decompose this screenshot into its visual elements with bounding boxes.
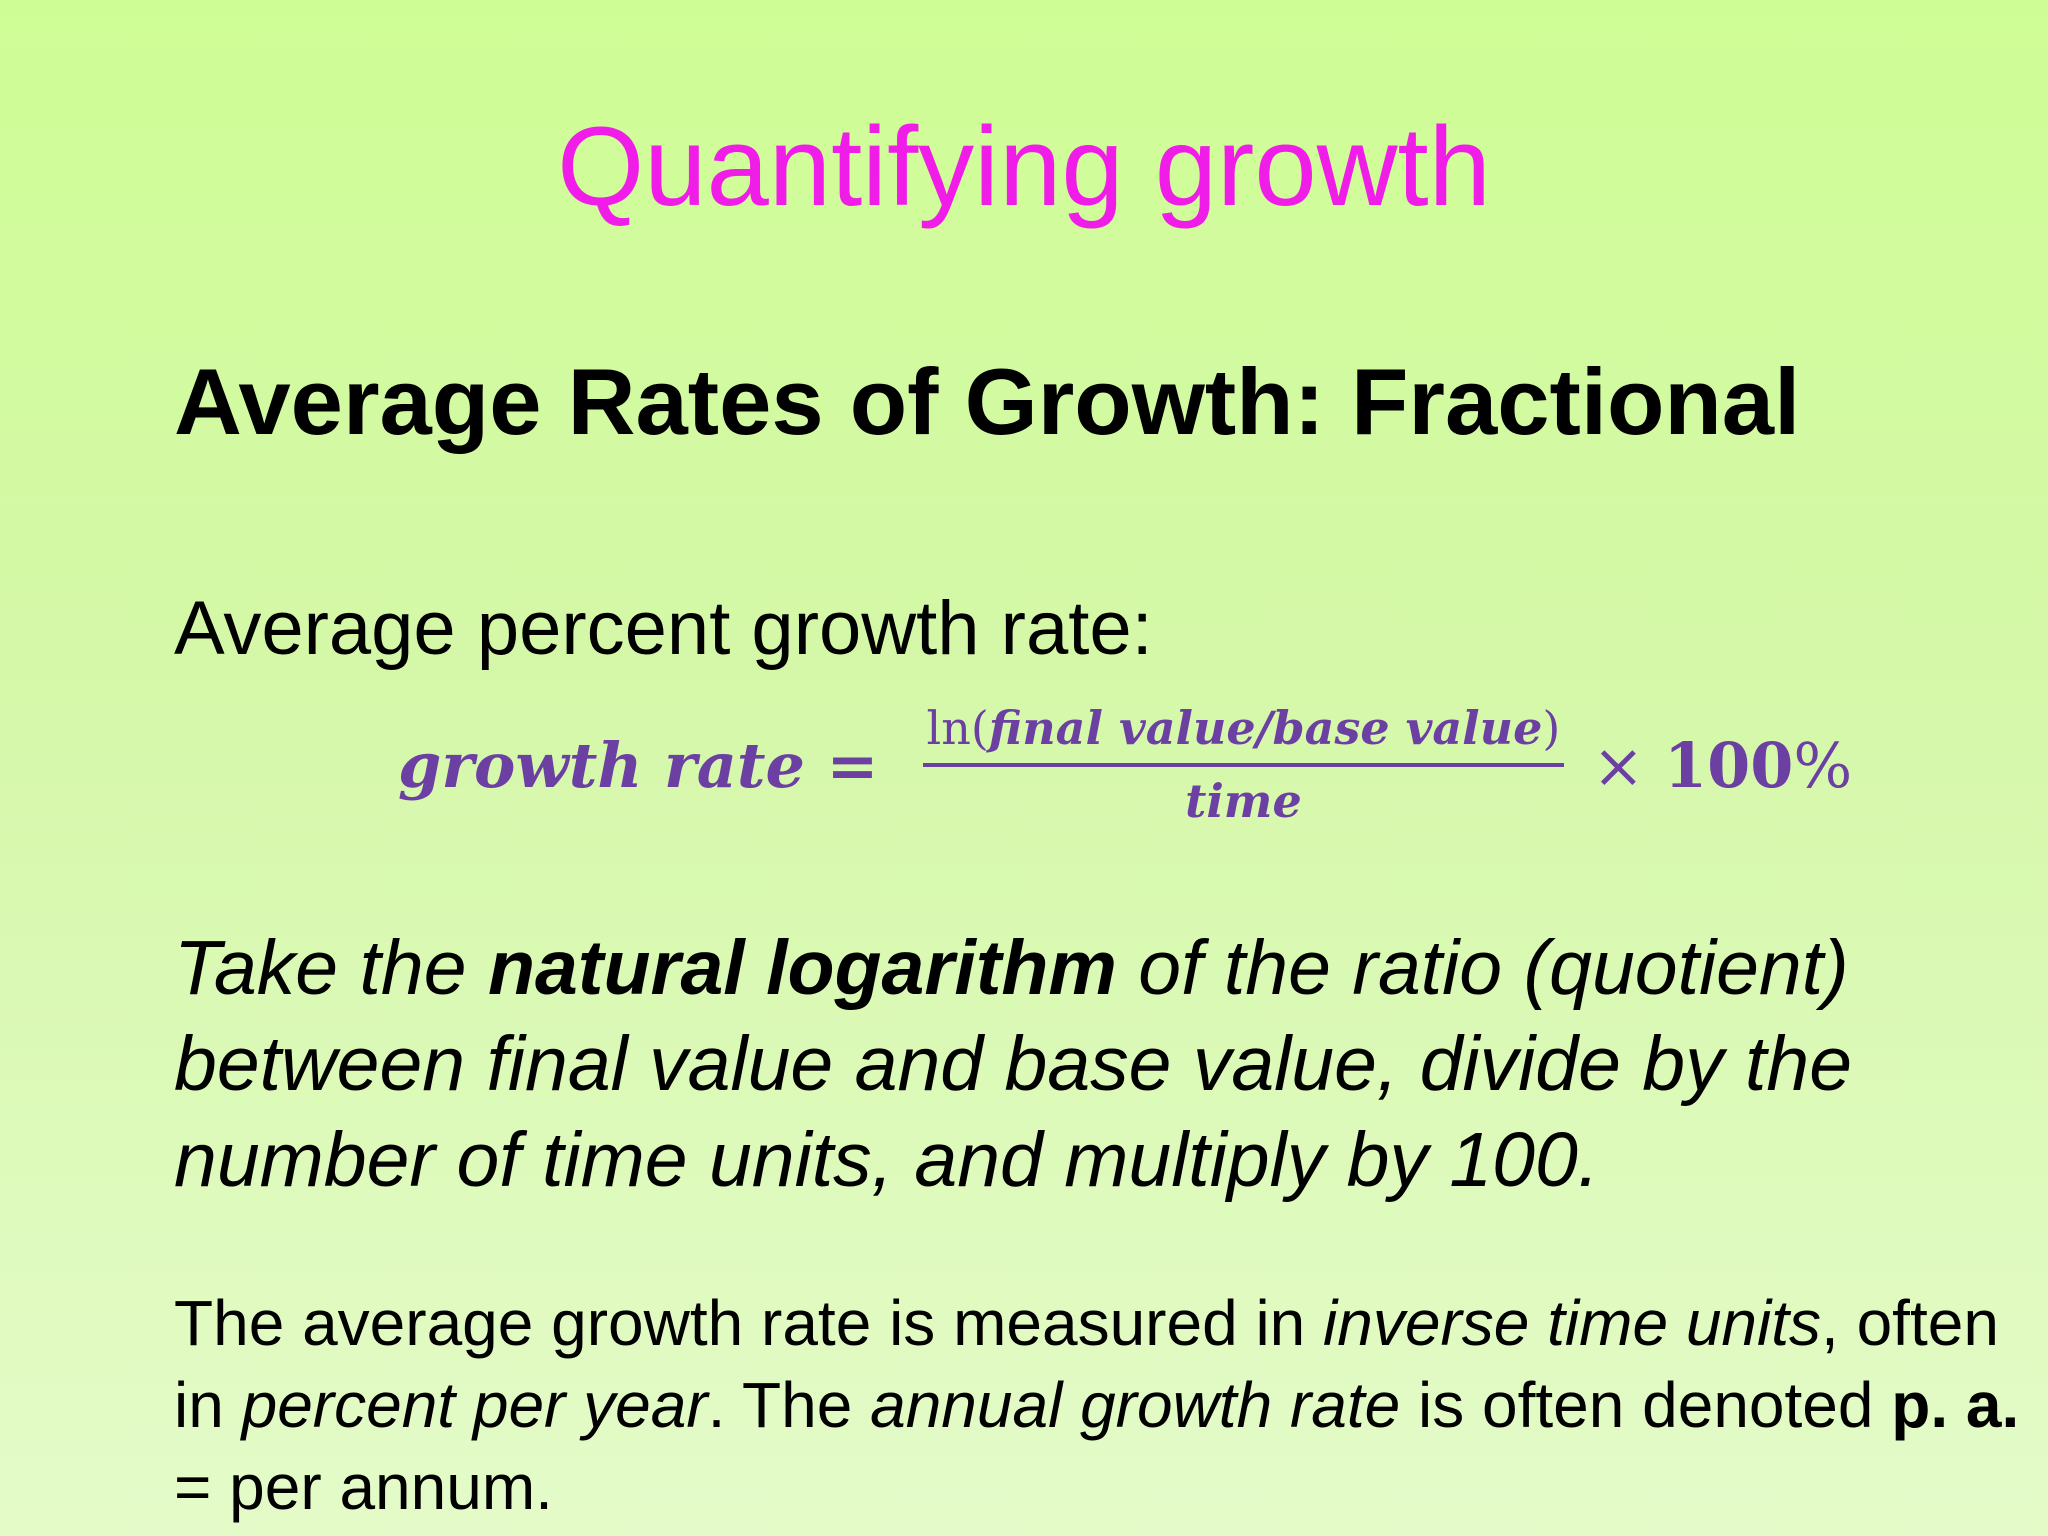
formula-numerator: ln(final value/base value) [922, 701, 1565, 767]
formula-denominator: time [1185, 774, 1302, 828]
note-text-3: . The [707, 1369, 871, 1441]
ln-function: ln( [926, 701, 989, 756]
units-note: The average growth rate is measured in i… [174, 1282, 2034, 1528]
closing-paren: ) [1542, 701, 1561, 756]
explanation-bold-term: natural logarithm [487, 925, 1117, 1011]
explanation-text-2: of the ratio (quotient) between final va… [174, 925, 1853, 1203]
slide-title: Quantifying growth [557, 104, 1491, 229]
note-text-4: is often denoted [1400, 1369, 1892, 1441]
formula-fraction: ln(final value/base value) time [922, 701, 1565, 828]
note-italic-2: percent per year [241, 1369, 708, 1441]
note-italic-3: annual growth rate [870, 1369, 1401, 1441]
explanation-paragraph: Take the natural logarithm of the ratio … [174, 920, 2034, 1208]
note-text-5: = per annum. [174, 1451, 553, 1523]
note-text-2: , often in [174, 1287, 1999, 1441]
times-sign: × [1592, 728, 1664, 802]
percent-sign: % [1793, 728, 1853, 802]
formula-lhs: growth rate = [398, 728, 879, 802]
ratio-variables: final value/base value [988, 701, 1543, 756]
slide-subtitle: Average Rates of Growth: Fractional [174, 349, 1801, 454]
note-bold-abbreviation: p. a. [1891, 1369, 2020, 1441]
growth-rate-formula: growth rate = ln(final value/base value)… [398, 690, 1852, 840]
note-text-1: The average growth rate is measured in [174, 1287, 1324, 1359]
explanation-text-1: Take the [174, 925, 488, 1011]
formula-label: Average percent growth rate: [174, 586, 1153, 671]
formula-rhs: × 100% [1592, 729, 1852, 802]
multiplier-value: 100 [1664, 728, 1794, 802]
note-italic-1: inverse time units [1323, 1287, 1821, 1359]
